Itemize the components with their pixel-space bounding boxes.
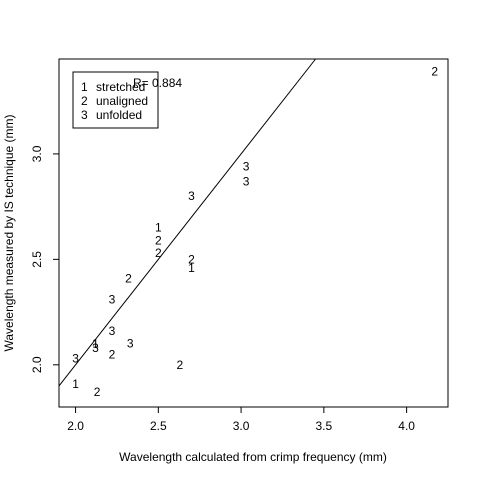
- x-axis-title: Wavelength calculated from crimp frequen…: [119, 450, 387, 464]
- legend-box: [72, 71, 159, 129]
- x-axis: 2.0 2.5 3.0 3.5 4.0: [67, 407, 415, 433]
- legend-symbol-2: 2: [81, 94, 88, 108]
- y-tick-label: 2.5: [30, 251, 44, 268]
- data-point-2: 2: [94, 385, 101, 399]
- x-tick-label: 4.0: [398, 419, 415, 433]
- data-point-3: 3: [127, 337, 134, 351]
- fit-line-layer: [58, 58, 316, 387]
- legend-label-unfolded: unfolded: [96, 108, 142, 122]
- data-point-2: 2: [109, 347, 116, 361]
- data-point-1: 1: [155, 221, 162, 235]
- x-tick-label: 2.5: [150, 419, 167, 433]
- data-point-2: 2: [431, 65, 438, 79]
- legend: 1 stretched 2 unaligned 3 unfolded: [72, 71, 159, 129]
- legend-label-unaligned: unaligned: [96, 94, 148, 108]
- fit-line: [58, 58, 316, 387]
- data-point-2: 2: [125, 271, 132, 285]
- x-tick-label: 3.5: [316, 419, 333, 433]
- correlation-annotation: R= 0.884: [133, 76, 182, 90]
- y-tick-label: 2.0: [30, 356, 44, 373]
- x-tick-label: 2.0: [67, 419, 84, 433]
- plot-frame: [58, 58, 449, 408]
- y-axis-title: Wavelength measured by IS technique (mm): [2, 115, 16, 352]
- legend-label-stretched: stretched: [96, 80, 145, 94]
- legend-symbol-3: 3: [81, 108, 88, 122]
- data-point-3: 3: [243, 160, 250, 174]
- y-tick-label: 3.0: [30, 145, 44, 162]
- legend-symbol-1: 1: [81, 80, 88, 94]
- data-point-3: 3: [72, 351, 79, 365]
- data-point-3: 3: [109, 292, 116, 306]
- y-axis: 2.0 2.5 3.0: [30, 145, 59, 373]
- data-point-2: 2: [155, 233, 162, 247]
- data-point-2: 2: [155, 246, 162, 260]
- data-point-2: 2: [188, 252, 195, 266]
- data-point-1: 1: [188, 261, 195, 275]
- data-point-3: 3: [92, 341, 99, 355]
- data-point-3: 3: [188, 189, 195, 203]
- data-point-3: 3: [243, 174, 250, 188]
- data-point-3: 3: [109, 324, 116, 338]
- x-tick-label: 3.0: [233, 419, 250, 433]
- data-point-1: 1: [72, 377, 79, 391]
- data-point-1: 1: [92, 337, 99, 351]
- data-point-2: 2: [176, 358, 183, 372]
